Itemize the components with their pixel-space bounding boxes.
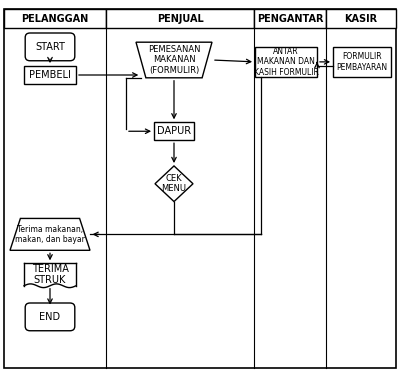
FancyBboxPatch shape — [25, 303, 75, 331]
Bar — [326, 9, 396, 28]
Bar — [333, 47, 391, 77]
Text: Terima makanan,
makan, dan bayar: Terima makanan, makan, dan bayar — [15, 225, 85, 244]
Text: PEMESANAN
MAKANAN
(FORMULIR): PEMESANAN MAKANAN (FORMULIR) — [148, 45, 200, 75]
Text: PEMBELI: PEMBELI — [29, 70, 71, 80]
Polygon shape — [155, 166, 193, 202]
Text: TERIMA
STRUK: TERIMA STRUK — [32, 264, 68, 285]
Bar — [255, 47, 317, 77]
Bar — [154, 122, 194, 140]
Text: PENJUAL: PENJUAL — [157, 14, 203, 24]
Text: CEK
MENU: CEK MENU — [162, 174, 186, 194]
Text: PELANGGAN: PELANGGAN — [21, 14, 89, 24]
Text: FORMULIR
PEMBAYARAN: FORMULIR PEMBAYARAN — [336, 52, 388, 72]
FancyBboxPatch shape — [25, 33, 75, 61]
Bar — [254, 9, 326, 28]
Text: DAPUR: DAPUR — [157, 126, 191, 136]
Text: START: START — [35, 42, 65, 52]
Polygon shape — [136, 42, 212, 78]
Text: PENGANTAR: PENGANTAR — [257, 14, 323, 24]
Bar — [106, 9, 254, 28]
Text: ANTAR
MAKANAN DAN
KASIH FORMULIR: ANTAR MAKANAN DAN KASIH FORMULIR — [254, 47, 318, 77]
Bar — [24, 66, 76, 84]
Bar — [4, 9, 106, 28]
Text: KASIR: KASIR — [344, 14, 378, 24]
Text: END: END — [40, 312, 60, 322]
Polygon shape — [10, 218, 90, 250]
